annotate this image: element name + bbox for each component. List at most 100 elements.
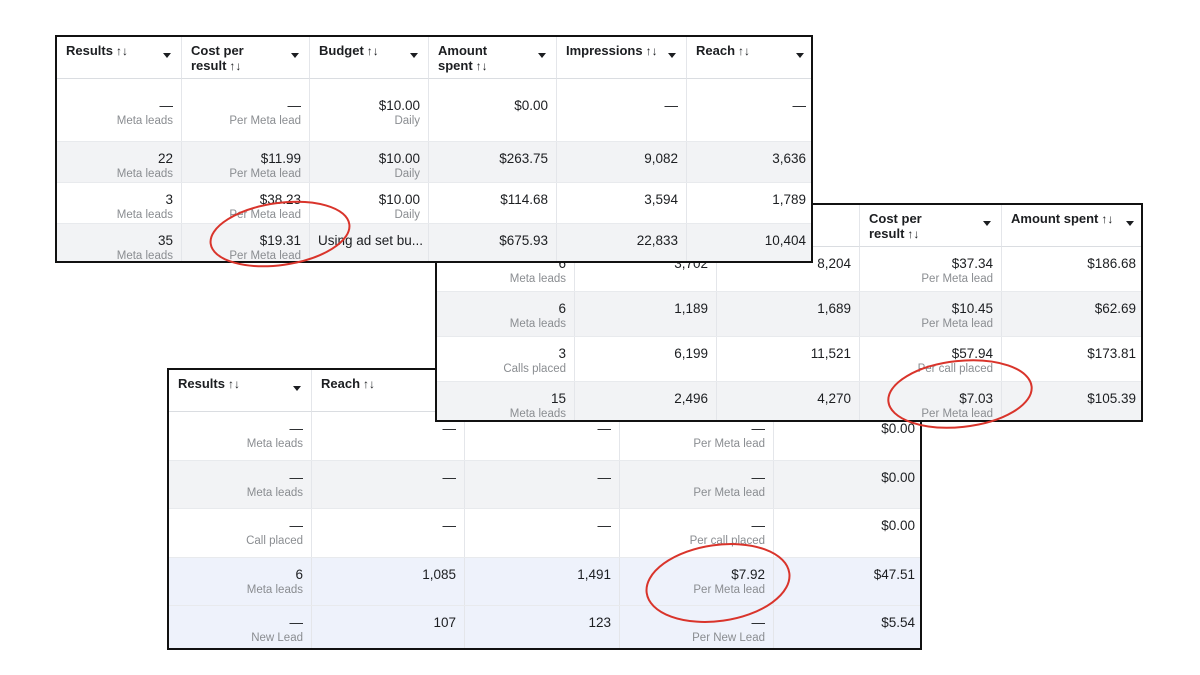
cell-value: $7.03	[959, 391, 993, 406]
table-cell: $37.34 Per Meta lead	[860, 247, 1002, 291]
cell-value: 3,594	[644, 192, 678, 207]
cell-unit: Per New Lead	[692, 632, 765, 644]
sort-icon: ↑↓	[1101, 212, 1114, 226]
cell-value: 8,204	[817, 256, 851, 271]
cell-value: —	[289, 615, 304, 630]
cell-value: 6	[295, 566, 303, 582]
column-header[interactable]: Cost per result ↑↓	[182, 37, 310, 79]
dropdown-caret	[538, 53, 546, 58]
cell-unit: Per Meta lead	[693, 583, 765, 596]
table-cell: $0.00	[774, 509, 920, 557]
cell-value: 6,199	[674, 346, 708, 361]
cell-value: $263.75	[499, 151, 548, 166]
table-cell: 4,270	[717, 382, 860, 420]
table-cell: $10.00 Daily	[310, 71, 429, 141]
cell-unit: New Lead	[251, 632, 303, 644]
table-cell: $675.93	[429, 224, 557, 261]
cell-value: 22	[157, 151, 173, 166]
cell-unit: Meta leads	[509, 408, 566, 420]
cell-unit: Per Meta lead	[229, 250, 301, 262]
table-cell: 1,085	[312, 557, 465, 605]
table-cell: $10.45 Per Meta lead	[860, 292, 1002, 336]
cell-value: 10,404	[764, 233, 806, 248]
cell-value: $0.00	[881, 469, 915, 485]
cell-value: $62.69	[1094, 301, 1136, 316]
cell-value: —	[664, 98, 679, 113]
table-cell: $0.00	[429, 71, 557, 141]
header-text: Amount spent	[438, 43, 488, 73]
sort-icon: ↑↓	[645, 44, 658, 58]
table-cell: 10,404	[687, 224, 811, 261]
cell-value: $0.00	[514, 98, 548, 113]
column-header[interactable]: Cost per result ↑↓	[860, 205, 1002, 247]
cell-value: 1,789	[772, 192, 806, 207]
cell-value: $47.51	[873, 566, 915, 582]
dropdown-caret	[291, 53, 299, 58]
sort-icon: ↑↓	[475, 59, 488, 73]
sort-icon: ↑↓	[229, 59, 242, 73]
cell-unit: Meta leads	[116, 168, 173, 180]
cell-unit: Meta leads	[116, 209, 173, 221]
cell-value: 6	[558, 256, 566, 271]
header-text: Budget	[319, 43, 364, 58]
cell-value: —	[751, 421, 766, 436]
column-header[interactable]: Impressions ↑↓	[557, 37, 687, 79]
cell-value: 1,491	[577, 566, 611, 582]
cell-unit: Meta leads	[509, 318, 566, 330]
table-panel: — Meta leads — Per Meta lead $10.00 Daily $0.0…	[55, 35, 813, 263]
cell-value: $19.31	[259, 233, 301, 248]
cell-value: —	[597, 469, 612, 485]
sort-icon: ↑↓	[366, 44, 379, 58]
dropdown-caret	[293, 386, 301, 391]
cell-unit: Per Meta lead	[229, 168, 301, 180]
table-cell: 1,189	[575, 292, 717, 336]
table-cell: 22 Meta leads	[57, 142, 182, 182]
cell-value: —	[287, 98, 302, 113]
cell-unit: Meta leads	[116, 250, 173, 262]
table-row: — Meta leads — — — Per Meta lead $0.00	[169, 460, 920, 509]
table-cell: — Meta leads	[169, 460, 312, 508]
table-cell: 15 Meta leads	[437, 382, 575, 420]
cell-value: 11,521	[810, 346, 851, 361]
cell-value: —	[442, 469, 457, 485]
column-header[interactable]: Amount spent ↑↓	[429, 37, 557, 79]
table-cell: 6 Meta leads	[437, 292, 575, 336]
table-cell: — Per Meta lead	[620, 460, 774, 508]
cell-value: $186.68	[1087, 256, 1136, 271]
cell-unit: Per call placed	[917, 363, 993, 375]
table-row: — Call placed — — — Per call placed $0.00	[169, 509, 920, 558]
cell-value: $10.00	[378, 192, 420, 207]
header-text: Reach	[321, 376, 361, 391]
cell-value: —	[159, 98, 174, 113]
cell-value: —	[442, 421, 457, 436]
header-label: Amount spent ↑↓	[1011, 211, 1113, 226]
cell-unit: Meta leads	[246, 583, 303, 596]
column-header[interactable]: Amount spent ↑↓	[1002, 205, 1141, 247]
cell-value: 35	[157, 233, 173, 248]
column-header[interactable]: Results ↑↓	[57, 37, 182, 79]
cell-value: —	[442, 518, 457, 533]
table-cell: 1,789	[687, 183, 811, 223]
cell-value: $675.93	[499, 233, 548, 248]
table-row: — Meta leads — Per Meta lead $10.00 Daily $0.0…	[57, 71, 811, 142]
cell-unit: Per Meta lead	[229, 115, 301, 127]
header-label: Results ↑↓	[178, 376, 240, 391]
header-label: Cost per result ↑↓	[869, 211, 971, 241]
table-cell: $11.99 Per Meta lead	[182, 142, 310, 182]
cell-value: 1,085	[422, 566, 456, 582]
table-cell: $173.81	[1002, 337, 1141, 381]
column-header[interactable]: Budget ↑↓	[310, 37, 429, 79]
cell-value: —	[597, 421, 612, 436]
table-cell: 123	[465, 606, 620, 648]
cell-value: —	[289, 518, 304, 533]
table-cell: $47.51	[774, 558, 920, 606]
cell-value: $114.68	[500, 192, 548, 207]
cell-value: $0.00	[881, 421, 915, 436]
cell-unit: Per Meta lead	[693, 438, 765, 450]
column-header[interactable]: Reach ↑↓	[687, 37, 811, 79]
sort-icon: ↑↓	[738, 44, 751, 58]
table-cell: 6 Meta leads	[169, 557, 312, 605]
column-header[interactable]: Results ↑↓	[169, 370, 312, 412]
header-label: Amount spent ↑↓	[438, 43, 526, 73]
